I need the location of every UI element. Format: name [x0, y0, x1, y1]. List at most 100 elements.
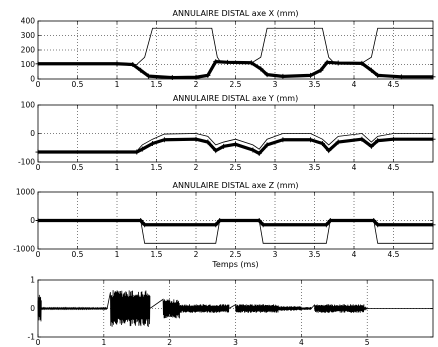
x-tick-label: 4	[352, 80, 357, 89]
y-tick-label: 100	[21, 60, 36, 69]
x-tick-label: 3	[273, 250, 278, 259]
data-point	[256, 218, 262, 223]
x-tick-label: 3	[233, 338, 238, 347]
x-tick-label: 4	[352, 163, 357, 172]
x-tick-label: 2	[194, 250, 199, 259]
y-tick-label: 1	[30, 276, 35, 285]
x-tick-label: 2.5	[230, 250, 242, 259]
data-point	[375, 222, 381, 228]
data-point	[280, 73, 286, 79]
series-line-0	[38, 220, 433, 244]
data-point	[213, 222, 219, 228]
series-line-0	[38, 27, 433, 65]
x-tick-label: 5	[365, 338, 370, 347]
data-point	[308, 72, 314, 78]
data-point	[323, 222, 329, 228]
data-point	[193, 136, 199, 142]
data-point	[326, 148, 332, 154]
x-tick-label: 0.5	[72, 163, 84, 172]
data-point	[161, 137, 167, 143]
x-tick-label: 4	[352, 250, 357, 259]
data-point	[264, 72, 270, 78]
data-point	[205, 139, 211, 145]
data-point	[327, 218, 333, 223]
data-point	[250, 147, 256, 153]
data-point	[359, 136, 365, 142]
data-point	[233, 141, 238, 147]
data-point	[221, 143, 227, 149]
x-tick-label: 1.5	[151, 250, 163, 259]
data-point	[150, 140, 156, 146]
x-tick-label: 3	[273, 163, 278, 172]
data-point	[375, 138, 381, 144]
data-point	[308, 137, 314, 143]
series-line-0	[38, 133, 433, 152]
data-point	[280, 137, 286, 143]
data-point	[256, 150, 262, 156]
x-tick-label: 0	[36, 250, 41, 259]
data-point	[138, 218, 144, 223]
data-point	[134, 149, 140, 155]
data-point	[260, 222, 266, 228]
data-point	[318, 67, 324, 73]
signal-waveform	[37, 290, 433, 327]
x-tick-label: 4.5	[388, 80, 400, 89]
data-point	[146, 73, 152, 79]
data-point	[258, 66, 264, 72]
data-point	[335, 60, 341, 66]
data-point	[264, 142, 270, 148]
data-point	[205, 72, 211, 78]
data-point	[217, 218, 223, 223]
panel-z-axis: 0 0.5 1 1.5 2 2.5 3 3.5 4 4.5-100001000ANNULAIRE …	[13, 181, 436, 269]
x-tick-label: 0	[36, 163, 41, 172]
x-tick-label: 2.5	[230, 163, 242, 172]
x-tick-label: 1	[115, 80, 120, 89]
data-point	[391, 136, 396, 142]
data-point	[130, 62, 136, 67]
x-tick-label: 3.5	[309, 163, 321, 172]
chart-title: ANNULAIRE DISTAL axe Y (mm)	[173, 94, 298, 103]
x-tick-label: 4.5	[388, 250, 400, 259]
data-point	[335, 139, 341, 145]
y-tick-label: 300	[21, 31, 36, 40]
chart-title: ANNULAIRE DISTAL axe X (mm)	[173, 9, 299, 18]
x-tick-label: 3.5	[309, 250, 321, 259]
x-tick-label: 1	[115, 250, 120, 259]
y-tick-label: 0	[30, 129, 35, 138]
x-tick-label: 1	[101, 338, 106, 347]
data-point	[248, 60, 254, 66]
y-tick-label: -1000	[13, 245, 35, 254]
x-tick-label: 1.5	[151, 80, 163, 89]
data-point	[138, 67, 144, 73]
x-tick-label: 3.5	[309, 80, 321, 89]
data-point	[213, 59, 219, 65]
data-point	[139, 146, 145, 152]
data-point	[368, 143, 374, 149]
x-tick-label: 1	[115, 163, 120, 172]
x-tick-label: 2	[194, 163, 199, 172]
x-axis-label: Temps (ms)	[211, 260, 258, 269]
y-tick-label: 0	[30, 304, 35, 313]
data-point	[398, 74, 404, 80]
y-tick-label: 0	[30, 216, 35, 225]
y-tick-label: 100	[21, 101, 36, 110]
x-tick-label: 4.5	[388, 163, 400, 172]
data-point	[359, 60, 365, 66]
y-tick-label: 200	[21, 46, 36, 55]
x-tick-label: 0.5	[72, 80, 84, 89]
data-point	[375, 72, 381, 78]
panel-x-axis: 0 0.5 1 1.5 2 2.5 3 3.5 4 4.5 0 100 200 300 400 ANNULAI…	[21, 9, 436, 89]
x-tick-label: 1.5	[151, 163, 163, 172]
y-tick-label: -100	[18, 158, 35, 167]
data-point	[371, 218, 377, 223]
data-point	[213, 148, 219, 154]
x-tick-label: 0.5	[72, 250, 84, 259]
x-tick-label: 2.5	[230, 80, 242, 89]
x-tick-label: 0	[36, 338, 41, 347]
x-tick-label: 0	[36, 80, 41, 89]
x-tick-label: 4	[299, 338, 304, 347]
y-tick-label: 0	[30, 75, 35, 84]
y-tick-label: 1000	[16, 188, 35, 197]
